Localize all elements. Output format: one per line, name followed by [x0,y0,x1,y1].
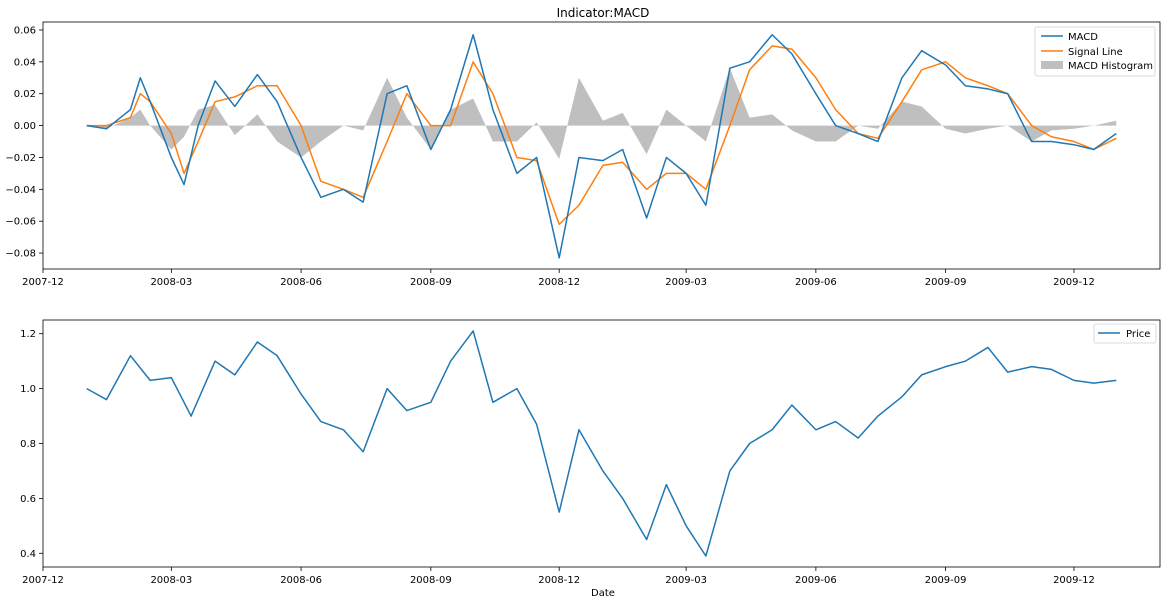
macd-y-tick-label: 0.04 [14,57,36,68]
legend-price-label: Price [1126,329,1150,340]
legend-histogram-swatch [1041,61,1063,69]
macd-histogram-area [86,68,1117,160]
signal-line [86,45,1117,226]
macd-x-tick-label: 2009-09 [925,277,967,288]
price-y-tick-label: 1.2 [20,329,36,340]
macd-panel: Indicator:MACD 2007-12 2008-03 2008-06 2008… [5,6,1161,288]
price-x-axis: 2007-12 2008-03 2008-06 2008-09 2008-12 2009-… [22,567,1095,586]
macd-y-tick-label: −0.08 [5,249,36,260]
macd-histogram-fill [86,68,1117,160]
legend-macd-label: MACD [1068,32,1098,43]
price-x-tick-label: 2007-12 [22,575,64,586]
price-x-tick-label: 2008-03 [150,575,192,586]
macd-x-tick-label: 2008-12 [538,277,580,288]
macd-x-tick-label: 2009-03 [665,277,707,288]
macd-y-tick-label: −0.04 [5,185,36,196]
macd-y-tick-label: 0.00 [14,121,36,132]
price-panel: 2007-12 2008-03 2008-06 2008-09 2008-12 2009-… [20,319,1161,599]
macd-line [86,33,1117,259]
price-y-tick-label: 0.6 [20,494,36,505]
macd-x-tick-label: 2007-12 [22,277,64,288]
price-x-tick-label: 2008-09 [410,575,452,586]
price-line [86,330,1117,557]
price-x-tick-label: 2009-06 [795,575,837,586]
macd-legend-box [1034,26,1156,77]
price-legend-box [1093,323,1157,344]
price-x-tick-label: 2009-03 [665,575,707,586]
price-y-tick-label: 1.0 [20,384,36,395]
macd-legend: MACD Signal Line MACD Histogram [1034,26,1156,77]
price-y-axis: 1.2 1.0 0.8 0.6 0.4 [20,329,43,560]
macd-y-axis: 0.06 0.04 0.02 0.00 −0.02 −0.04 −0.06 −0.08 [5,25,43,260]
macd-y-tick-label: −0.06 [5,217,36,228]
price-x-tick-label: 2009-09 [925,575,967,586]
price-y-tick-label: 0.4 [20,549,36,560]
price-x-tick-label: 2009-12 [1053,575,1095,586]
macd-x-tick-label: 2009-12 [1053,277,1095,288]
price-x-tick-label: 2008-06 [280,575,322,586]
macd-y-tick-label: 0.06 [14,25,36,36]
price-x-axis-label: Date [591,588,615,599]
macd-y-tick-label: 0.02 [14,89,36,100]
macd-x-axis: 2007-12 2008-03 2008-06 2008-09 2008-12 2009-… [22,269,1095,288]
macd-plot-frame [42,21,1161,270]
legend-histogram-label: MACD Histogram [1068,61,1153,72]
price-plot-frame [42,319,1161,568]
price-y-tick-label: 0.8 [20,439,36,450]
macd-x-tick-label: 2008-03 [150,277,192,288]
price-x-tick-label: 2008-12 [538,575,580,586]
macd-x-tick-label: 2008-06 [280,277,322,288]
macd-chart-title: Indicator:MACD [557,6,650,20]
macd-x-tick-label: 2009-06 [795,277,837,288]
legend-signal-label: Signal Line [1068,47,1123,58]
macd-y-tick-label: −0.02 [5,153,36,164]
price-series-lines [86,330,1117,557]
price-legend: Price [1093,323,1157,344]
macd-series-lines [86,33,1117,259]
macd-x-tick-label: 2008-09 [410,277,452,288]
